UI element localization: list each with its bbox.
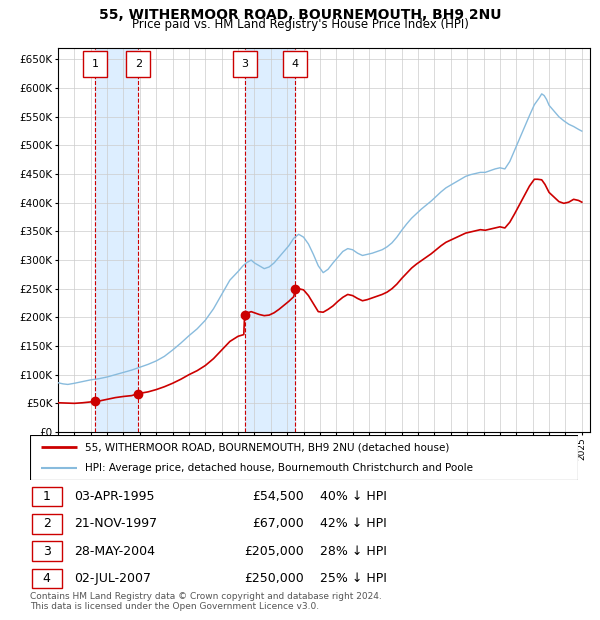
Text: 28-MAY-2004: 28-MAY-2004	[74, 544, 155, 557]
Text: 4: 4	[292, 59, 299, 69]
Text: 2: 2	[43, 517, 50, 530]
Text: 3: 3	[241, 59, 248, 69]
Text: 28% ↓ HPI: 28% ↓ HPI	[320, 544, 388, 557]
Bar	[32, 541, 62, 561]
Text: 2: 2	[134, 59, 142, 69]
Text: £205,000: £205,000	[244, 544, 304, 557]
Text: 55, WITHERMOOR ROAD, BOURNEMOUTH, BH9 2NU (detached house): 55, WITHERMOOR ROAD, BOURNEMOUTH, BH9 2N…	[85, 442, 449, 452]
Text: 40% ↓ HPI: 40% ↓ HPI	[320, 490, 388, 503]
Text: 03-APR-1995: 03-APR-1995	[74, 490, 154, 503]
Text: £54,500: £54,500	[252, 490, 304, 503]
Text: 3: 3	[43, 544, 50, 557]
Text: Price paid vs. HM Land Registry's House Price Index (HPI): Price paid vs. HM Land Registry's House …	[131, 19, 469, 31]
Text: £250,000: £250,000	[244, 572, 304, 585]
Text: £67,000: £67,000	[252, 517, 304, 530]
Bar	[32, 487, 62, 507]
Text: 21-NOV-1997: 21-NOV-1997	[74, 517, 157, 530]
Text: 25% ↓ HPI: 25% ↓ HPI	[320, 572, 388, 585]
Bar	[32, 514, 62, 534]
Bar	[95, 48, 138, 432]
Bar	[245, 48, 295, 432]
Text: 42% ↓ HPI: 42% ↓ HPI	[320, 517, 387, 530]
Text: 02-JUL-2007: 02-JUL-2007	[74, 572, 151, 585]
Text: 4: 4	[43, 572, 50, 585]
Bar	[32, 569, 62, 588]
Text: 1: 1	[91, 59, 98, 69]
Text: 55, WITHERMOOR ROAD, BOURNEMOUTH, BH9 2NU: 55, WITHERMOOR ROAD, BOURNEMOUTH, BH9 2N…	[99, 8, 501, 22]
Text: Contains HM Land Registry data © Crown copyright and database right 2024.
This d: Contains HM Land Registry data © Crown c…	[30, 591, 382, 611]
Text: 1: 1	[43, 490, 50, 503]
Text: HPI: Average price, detached house, Bournemouth Christchurch and Poole: HPI: Average price, detached house, Bour…	[85, 463, 473, 473]
